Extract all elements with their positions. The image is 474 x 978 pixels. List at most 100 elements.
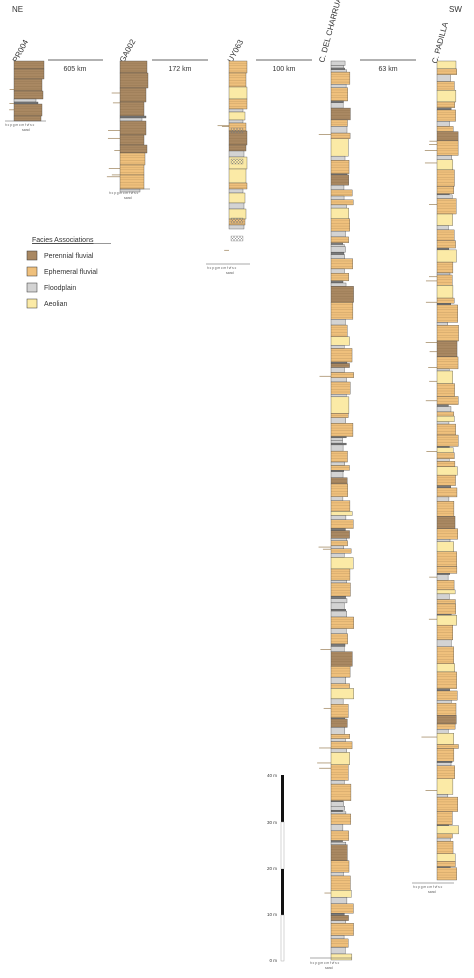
bed <box>436 194 453 199</box>
bed <box>330 741 353 750</box>
bed <box>436 639 452 647</box>
bed <box>330 646 345 652</box>
bed <box>330 236 349 244</box>
bed <box>436 297 455 304</box>
scale-tick-label: 30 m <box>267 820 277 825</box>
bed <box>330 718 348 728</box>
bed <box>330 677 347 684</box>
bed <box>436 589 456 595</box>
bed <box>330 84 347 88</box>
bed <box>330 345 345 349</box>
bed <box>436 474 456 486</box>
bed <box>330 580 347 584</box>
bed <box>330 246 346 253</box>
bed <box>330 748 347 753</box>
scale-tick-label: 20 m <box>267 866 277 871</box>
grain-size-sand: sand <box>22 128 30 132</box>
bed <box>330 903 354 914</box>
bed <box>330 643 346 647</box>
bed <box>330 440 343 444</box>
bed <box>436 285 454 299</box>
log-column-uy063 <box>217 60 248 251</box>
distance-marker-3: 100 km <box>256 59 312 73</box>
bed <box>436 159 454 171</box>
bed <box>330 628 347 634</box>
bed <box>119 152 146 166</box>
legend-swatch <box>26 266 38 277</box>
bed <box>330 367 345 373</box>
bed <box>330 890 352 898</box>
bed <box>436 240 456 249</box>
bed <box>330 444 344 452</box>
bed <box>228 111 246 121</box>
distance-marker-1: 605 km <box>48 59 103 73</box>
bed <box>330 666 351 678</box>
bed <box>330 423 354 437</box>
bed <box>330 189 353 197</box>
grain-size-sand: sand <box>428 890 436 894</box>
bed <box>436 247 449 251</box>
bed <box>13 103 43 117</box>
scale-tick-label: 40 m <box>267 773 277 778</box>
bed <box>436 574 449 581</box>
bed <box>436 121 450 127</box>
legend-title: Facies Associations <box>32 237 94 244</box>
bed <box>436 131 459 142</box>
bed <box>330 65 344 69</box>
scale-segment <box>280 914 285 962</box>
bed <box>13 60 45 70</box>
bed <box>436 762 452 766</box>
bed <box>330 923 354 936</box>
bed <box>436 423 456 436</box>
bed <box>330 947 346 955</box>
bed <box>330 207 349 219</box>
bed <box>330 511 353 516</box>
legend-swatch <box>26 298 38 309</box>
bed <box>330 764 349 781</box>
bed <box>330 935 345 940</box>
bed <box>436 126 454 132</box>
bed <box>436 485 451 489</box>
bed <box>436 593 450 600</box>
bed <box>436 841 454 854</box>
bed <box>330 465 350 471</box>
bed <box>436 487 458 498</box>
bed <box>330 218 350 232</box>
bed <box>228 168 247 184</box>
bed <box>330 67 345 70</box>
bed <box>330 840 343 843</box>
bed <box>330 244 345 247</box>
bed <box>330 860 350 873</box>
bed <box>330 915 349 921</box>
distance-marker-2: 172 km <box>152 59 208 73</box>
bed <box>330 377 347 383</box>
bed <box>330 806 345 811</box>
bed <box>330 801 344 807</box>
bed <box>330 913 345 916</box>
bed <box>119 134 145 146</box>
bed <box>330 727 346 735</box>
bed <box>436 74 451 82</box>
bed <box>436 396 459 405</box>
vertical-scale-bar: 40 m 30 m 20 m 10 m 0 m <box>267 773 285 963</box>
bed <box>436 225 449 231</box>
bed <box>330 557 354 570</box>
bed <box>330 71 351 85</box>
bed <box>436 415 455 422</box>
bed <box>436 370 453 384</box>
bed <box>330 174 349 186</box>
bed <box>436 406 452 413</box>
bed <box>436 383 455 397</box>
bed <box>436 186 455 194</box>
bed <box>330 381 351 395</box>
bed <box>330 102 344 109</box>
bed <box>436 614 457 626</box>
bed <box>436 90 457 103</box>
distance-label: 605 km <box>64 66 87 73</box>
bed <box>436 304 458 323</box>
bed <box>228 86 248 100</box>
grain-size-letters: h c p g m c m f vf s c <box>5 123 35 127</box>
bed <box>330 780 345 785</box>
bed <box>330 810 343 812</box>
bed <box>330 60 346 66</box>
